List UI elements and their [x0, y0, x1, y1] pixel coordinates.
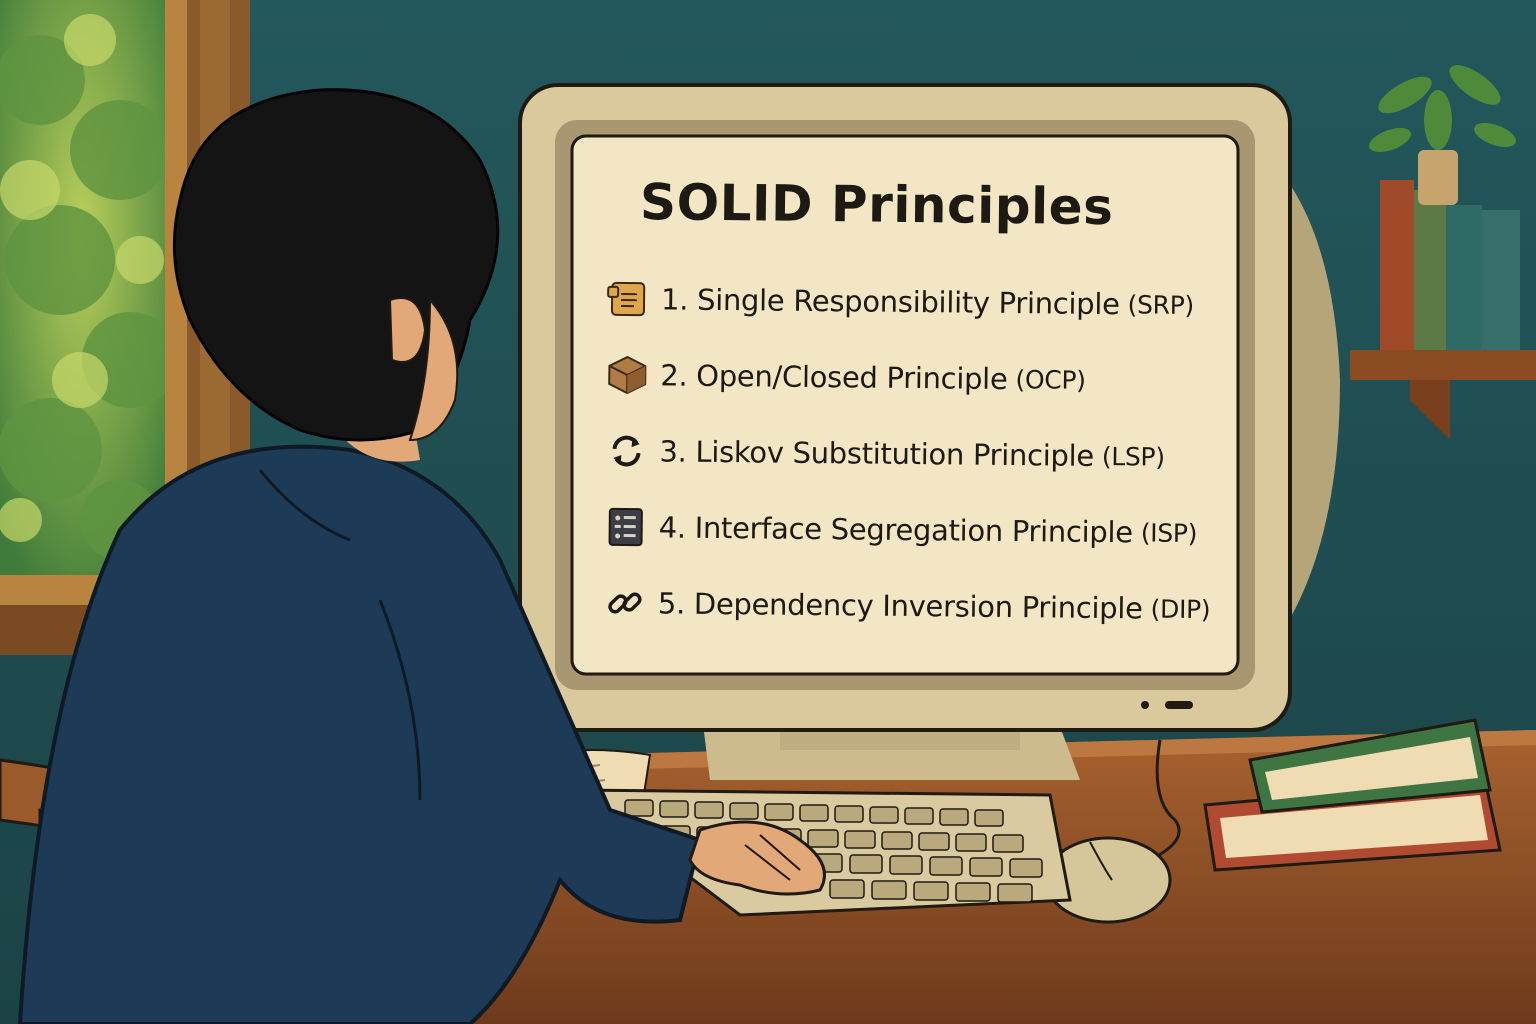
principle-ocp-abbr: (OCP): [1015, 364, 1086, 395]
monitor-screen: SOLID Principles 1. Single Responsibilit…: [587, 147, 1232, 664]
principle-dip: 5. Dependency Inversion Principle (DIP): [602, 579, 1211, 633]
principle-isp: 4. Interface Segregation Principle (ISP): [602, 503, 1197, 557]
principle-srp: 1. Single Responsibility Principle (SRP): [605, 275, 1194, 329]
screen-title: SOLID Principles: [639, 173, 1114, 237]
monitor: [518, 83, 1340, 780]
principle-lsp-label: 3. Liskov Substitution Principle: [659, 434, 1095, 473]
link-icon: [602, 580, 648, 626]
principle-isp-abbr: (ISP): [1140, 517, 1198, 548]
principle-isp-label: 4. Interface Segregation Principle: [658, 510, 1133, 550]
mouse: [1044, 739, 1181, 924]
principle-srp-abbr: (SRP): [1127, 289, 1195, 320]
cycle-arrows-icon: [603, 428, 649, 474]
principle-dip-label: 5. Dependency Inversion Principle: [657, 586, 1143, 626]
box-icon: [604, 352, 650, 398]
principle-ocp-label: 2. Open/Closed Principle: [660, 358, 1008, 397]
desk-books: [1203, 718, 1502, 872]
principle-lsp: 3. Liskov Substitution Principle (LSP): [603, 427, 1165, 481]
principle-lsp-abbr: (LSP): [1101, 441, 1165, 472]
shelf: [1350, 65, 1536, 440]
principle-ocp: 2. Open/Closed Principle (OCP): [604, 351, 1086, 404]
principle-dip-abbr: (DIP): [1150, 594, 1211, 624]
document-icon: [605, 276, 651, 322]
interface-panel-icon: [602, 504, 648, 550]
principle-srp-label: 1. Single Responsibility Principle: [660, 282, 1120, 322]
person: [17, 88, 826, 1024]
